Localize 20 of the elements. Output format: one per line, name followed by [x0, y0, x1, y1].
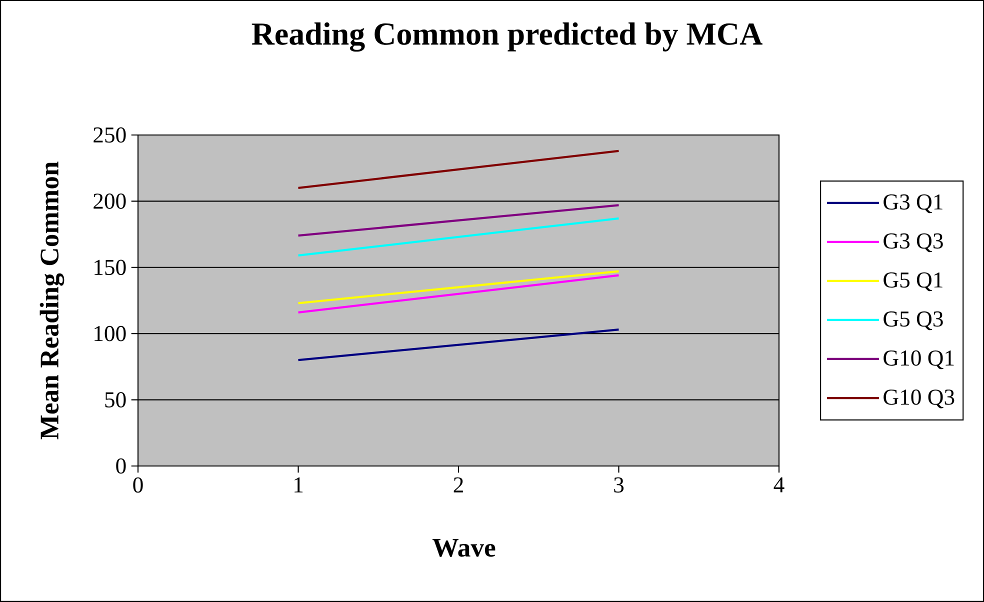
legend-label: G5 Q3: [884, 311, 943, 330]
y-tick-label: 100: [94, 326, 126, 342]
x-tick-label: 3: [614, 477, 624, 493]
chart-title: Reading Common predicted by MCA: [252, 22, 762, 52]
x-tick-label: 4: [774, 477, 784, 492]
y-axis-title: Mean Reading Common: [40, 162, 64, 440]
x-tick-label: 2: [454, 477, 463, 492]
y-tick-label: 250: [94, 127, 126, 143]
x-tick-label: 0: [133, 477, 143, 493]
x-tick-label: 1: [294, 477, 303, 492]
legend-label: G3 Q1: [884, 194, 942, 214]
y-tick-label: 50: [105, 392, 126, 408]
x-axis-title: Wave: [432, 539, 496, 557]
legend-label: G3 Q3: [884, 233, 943, 252]
y-tick-label: 200: [94, 194, 126, 209]
y-tick-label: 150: [94, 260, 126, 276]
legend-label: G5 Q1: [884, 272, 942, 292]
y-tick-label: 0: [116, 458, 126, 474]
legend-label: G10 Q3: [884, 390, 954, 408]
legend-label: G10 Q1: [884, 350, 954, 370]
